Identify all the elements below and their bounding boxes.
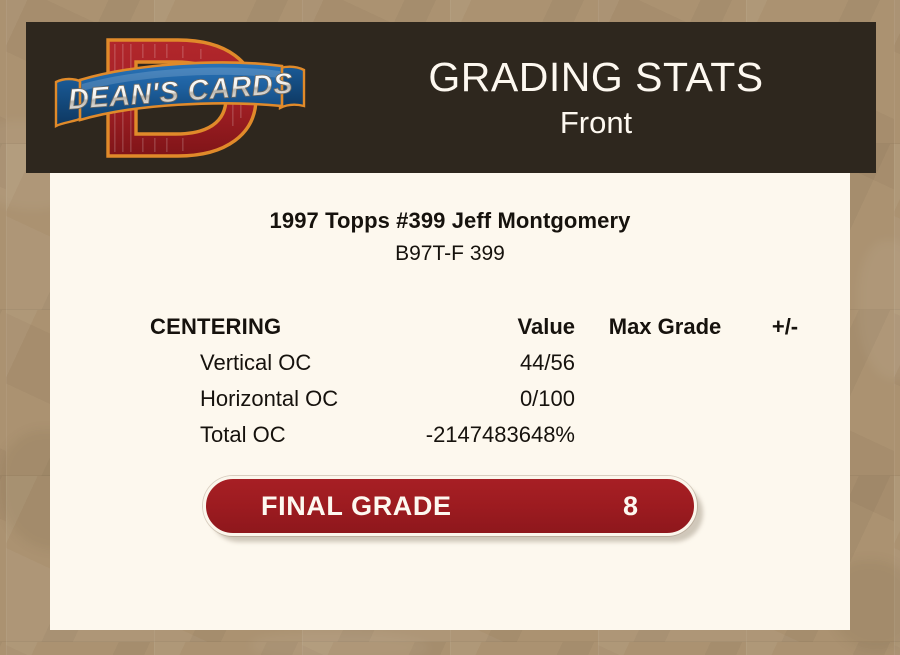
content-panel: 1997 Topps #399 Jeff Montgomery B97T-F 3… (50, 173, 850, 630)
row-value: 44/56 (519, 350, 575, 375)
card-code: B97T-F 399 (395, 242, 505, 265)
final-grade-pill: FINAL GRADE 8 (203, 476, 697, 536)
row-label: Vertical OC (200, 350, 312, 375)
page-subtitle: Front (559, 104, 633, 140)
page-title: GRADING STATS (428, 53, 764, 100)
column-header-max-grade: Max Grade (608, 314, 722, 339)
table-row: Vertical OC 44/56 (50, 345, 850, 381)
row-value: 0/100 (519, 386, 575, 411)
column-header-value: Value (517, 314, 575, 339)
row-value: -2147483648% (425, 422, 575, 447)
column-header-plus-minus: +/- (771, 314, 799, 339)
header-bar: DEAN'S CARDS GRADING STATS Front (26, 22, 876, 173)
row-label: Horizontal OC (200, 386, 339, 411)
header-titles: GRADING STATS Front (326, 22, 866, 173)
table-header-row: CENTERING Value Max Grade +/- (50, 309, 850, 345)
logo-ribbon (54, 61, 306, 128)
deans-cards-logo[interactable]: DEAN'S CARDS (50, 26, 310, 170)
final-grade-value: 8 (622, 490, 638, 521)
final-grade-bar: FINAL GRADE 8 (203, 476, 703, 544)
table-row: Total OC -2147483648% (50, 417, 850, 453)
table-row: Horizontal OC 0/100 (50, 381, 850, 417)
column-header-centering: CENTERING (150, 314, 282, 339)
centering-stats-table: CENTERING Value Max Grade +/- Vertical O… (50, 309, 850, 453)
card-name: 1997 Topps #399 Jeff Montgomery (269, 208, 631, 233)
background-blotch (250, 632, 430, 655)
card-title-block: 1997 Topps #399 Jeff Montgomery B97T-F 3… (50, 207, 850, 268)
final-grade-label: FINAL GRADE (261, 490, 452, 521)
row-label: Total OC (200, 422, 286, 447)
